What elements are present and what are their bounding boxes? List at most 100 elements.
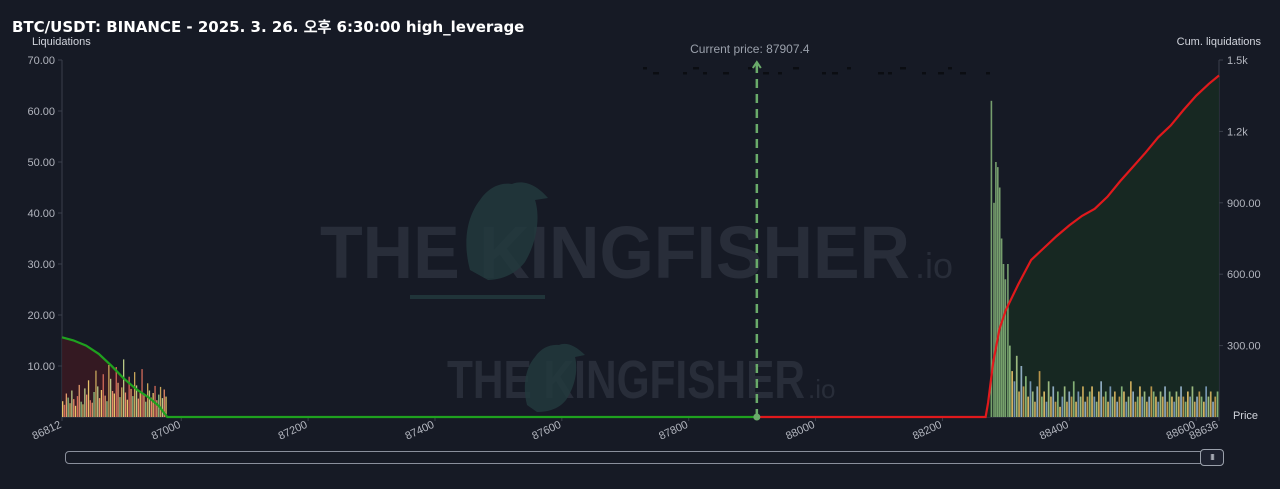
short-liquidation-bar (1146, 401, 1148, 417)
short-liquidation-bar (1130, 381, 1132, 417)
price-level-dash (888, 72, 892, 75)
current-price-label: Current price: 87907.4 (690, 42, 810, 56)
long-liquidation-bar (65, 393, 67, 417)
price-level-dash (986, 72, 990, 75)
short-liquidation-bar (1029, 381, 1032, 417)
long-liquidation-bar (97, 386, 99, 417)
short-liquidation-bar (1082, 386, 1084, 417)
short-liquidation-bar (1072, 381, 1075, 417)
long-liquidation-bar (100, 390, 103, 417)
long-liquidation-bar (87, 380, 90, 417)
short-liquidation-bar (997, 167, 999, 417)
y-left-tick-label: 70.00 (27, 55, 55, 67)
long-liquidation-bar (148, 390, 151, 417)
long-liquidation-bar (69, 403, 71, 417)
short-liquidation-bar (1038, 371, 1041, 417)
scrollbar-handle[interactable]: III (1200, 449, 1224, 466)
long-liquidation-bar (113, 393, 115, 417)
arrow-up-icon (752, 60, 762, 69)
price-level-dash (653, 72, 659, 75)
short-liquidation-bar (1207, 396, 1210, 417)
short-liquidation-bar (1161, 396, 1164, 417)
y-left-tick-label: 10.00 (27, 361, 55, 373)
short-liquidation-bar (1020, 366, 1023, 417)
short-liquidation-bar (1068, 391, 1071, 417)
long-liquidation-bar (62, 401, 64, 417)
long-liquidation-bar (108, 365, 110, 417)
short-liquidation-bar (1025, 376, 1027, 417)
short-liquidation-bar (1118, 396, 1121, 417)
price-level-dashes (643, 67, 990, 75)
long-liquidation-bar (130, 388, 132, 417)
short-liquidation-bar (1095, 401, 1098, 417)
short-liquidation-bar (1214, 396, 1217, 417)
price-level-dash (703, 72, 707, 75)
long-liquidation-bar (71, 390, 73, 417)
short-liquidation-bar (1155, 396, 1157, 417)
y-right-tick-label: 600.00 (1227, 269, 1261, 281)
long-liquidation-bar (128, 376, 130, 417)
long-liquidation-bar (145, 401, 147, 417)
long-liquidation-bar (73, 399, 75, 417)
short-liquidation-bar (1009, 345, 1011, 417)
current-price-marker[interactable]: Current price: 87907.4 (690, 42, 810, 421)
price-level-dash (693, 67, 699, 70)
price-level-dash (778, 72, 782, 75)
price-level-dash (960, 72, 966, 75)
short-liquidation-bar (995, 162, 997, 417)
current-price-dot (753, 413, 761, 421)
short-liquidation-bar (998, 187, 1001, 417)
short-liquidation-bar (1187, 391, 1189, 417)
short-liquidation-bar (1022, 386, 1025, 417)
price-level-dash (822, 72, 826, 75)
short-liquidation-bar (1177, 396, 1180, 417)
short-liquidation-bar (1134, 401, 1137, 417)
long-liquidation-bar (161, 398, 164, 417)
long-liquidation-bar (93, 392, 95, 417)
long-liquidation-bar (110, 378, 112, 418)
short-liquidation-bar (1070, 396, 1073, 417)
kingfisher-logo-icon (410, 182, 548, 299)
y-left-tick-label: 40.00 (27, 208, 55, 220)
long-liquidation-bar (95, 370, 97, 417)
short-liquidation-bar (1036, 386, 1039, 417)
zoom-scrollbar[interactable]: III (65, 449, 1224, 466)
y-right-tick-label: 300.00 (1227, 341, 1261, 353)
short-liquidation-bar (1054, 401, 1057, 417)
long-liquidation-bar (119, 397, 121, 417)
y-left-ticks: 10.00 20.00 30.00 40.00 50.00 60.00 70.00 (27, 55, 62, 373)
long-liquidation-bar (134, 372, 136, 417)
short-liquidation-bar (1111, 396, 1114, 417)
short-liquidation-bar (1027, 396, 1029, 417)
short-liquidation-bar (1212, 401, 1214, 417)
short-liquidation-bar (1173, 401, 1176, 417)
short-liquidation-bar (1066, 401, 1068, 417)
short-cumulative-area (985, 75, 1219, 417)
long-liquidation-bars (62, 359, 167, 418)
short-liquidation-bar (1086, 396, 1089, 417)
y-left-tick-label: 50.00 (27, 157, 55, 169)
chart-title: BTC/USDT: BINANCE - 2025. 3. 26. 오후 6:30… (12, 18, 525, 36)
short-liquidation-bar (1015, 355, 1018, 417)
x-tick-label: 87000 (150, 419, 183, 443)
short-liquidation-bar (1141, 396, 1144, 417)
short-liquidation-bar (1136, 396, 1139, 417)
price-level-dash (948, 67, 952, 70)
y-right-axis-label: Cum. liquidations (1177, 36, 1262, 48)
x-tick-label: 87800 (657, 419, 690, 443)
short-liquidation-bar (1034, 401, 1036, 417)
short-liquidation-bar (1100, 381, 1102, 417)
short-liquidation-bar (1200, 396, 1203, 417)
short-liquidation-bar (1061, 396, 1064, 417)
short-liquidation-bar (1150, 386, 1153, 417)
long-liquidation-bar (111, 391, 114, 417)
short-liquidation-bar (1004, 279, 1007, 417)
long-liquidation-bar (78, 384, 80, 417)
long-liquidation-bar (89, 400, 91, 417)
short-liquidation-bar (1107, 401, 1109, 417)
long-liquidation-bar (163, 389, 165, 417)
y-right-ticks: 300.00 600.00 900.00 1.2k 1.5k (1219, 55, 1261, 353)
short-liquidation-bar (1000, 238, 1003, 417)
short-liquidation-bar (1052, 386, 1055, 417)
